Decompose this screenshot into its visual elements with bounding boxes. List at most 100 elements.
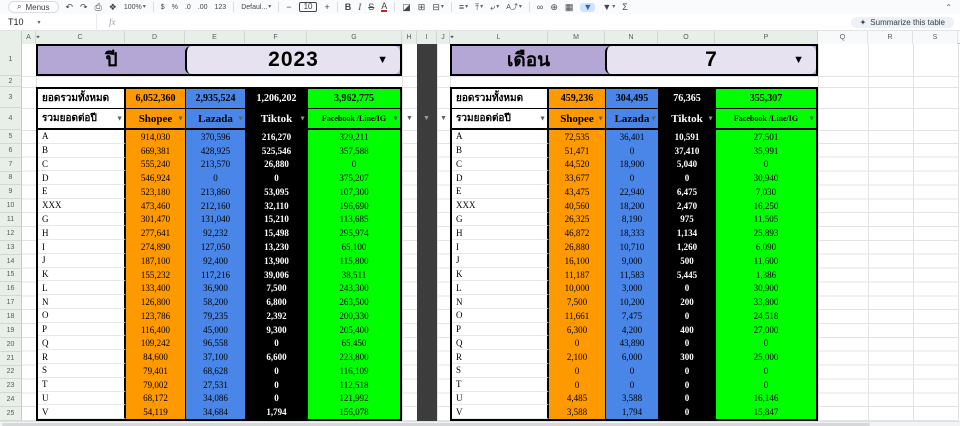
- row-label-cell[interactable]: A: [38, 130, 126, 144]
- row-label-cell[interactable]: R: [452, 350, 549, 365]
- value-cell[interactable]: 300: [659, 350, 716, 365]
- value-cell[interactable]: 33,677: [549, 171, 606, 186]
- filter-dropdown-icon[interactable]: ▼: [650, 115, 657, 122]
- value-cell[interactable]: 6,000: [606, 350, 659, 365]
- row-label-cell[interactable]: H: [38, 226, 126, 241]
- column-header-H[interactable]: H: [402, 31, 417, 44]
- value-cell[interactable]: 223,800: [308, 350, 400, 365]
- row-header-4[interactable]: 4: [0, 108, 22, 130]
- value-cell[interactable]: 555,240: [126, 157, 186, 172]
- value-cell[interactable]: 3,588: [606, 391, 659, 406]
- value-cell[interactable]: 116,109: [308, 364, 400, 378]
- value-cell[interactable]: 34,684: [186, 405, 246, 420]
- lazada-header-cell[interactable]: Lazada ▼: [186, 109, 246, 128]
- filter-label-cell[interactable]: รวมยอดต่อปี ▼: [452, 109, 549, 128]
- shopee-header-cell[interactable]: Shopee ▼: [549, 109, 606, 128]
- facebook-total-cell[interactable]: 355,307: [716, 89, 816, 108]
- column-header-M[interactable]: M: [548, 31, 605, 44]
- row-header-13[interactable]: 13: [0, 240, 22, 255]
- row-label-cell[interactable]: U: [452, 391, 549, 406]
- value-cell[interactable]: 213,860: [186, 185, 246, 199]
- value-cell[interactable]: 4,485: [549, 391, 606, 406]
- value-cell[interactable]: 0: [716, 364, 816, 378]
- value-cell[interactable]: 109,242: [126, 336, 186, 351]
- row-label-cell[interactable]: O: [452, 308, 549, 323]
- insert-comment-icon[interactable]: ⊕: [550, 2, 558, 12]
- value-cell[interactable]: 6,600: [246, 350, 308, 365]
- value-cell[interactable]: 68,628: [186, 364, 246, 378]
- value-cell[interactable]: 156,078: [308, 405, 400, 420]
- value-cell[interactable]: 375,207: [308, 171, 400, 186]
- scrollbar-thumb[interactable]: [2, 423, 870, 426]
- row-header-22[interactable]: 22: [0, 365, 22, 380]
- value-cell[interactable]: 133,400: [126, 281, 186, 296]
- value-cell[interactable]: 1,794: [246, 405, 308, 420]
- value-cell[interactable]: 216,270: [246, 130, 308, 144]
- value-cell[interactable]: 357,588: [308, 143, 400, 158]
- value-cell[interactable]: 7,030: [716, 185, 816, 199]
- value-cell[interactable]: 0: [246, 364, 308, 378]
- row-header-8[interactable]: 8: [0, 171, 22, 186]
- format-currency-icon[interactable]: $: [161, 4, 165, 11]
- value-cell[interactable]: 400: [659, 322, 716, 337]
- value-cell[interactable]: 43,890: [606, 336, 659, 351]
- value-cell[interactable]: 10,591: [659, 130, 716, 144]
- row-label-cell[interactable]: R: [38, 350, 126, 365]
- value-cell[interactable]: 7,500: [246, 281, 308, 296]
- filter-dropdown-icon[interactable]: ▼: [392, 115, 399, 122]
- value-cell[interactable]: 7,475: [606, 308, 659, 323]
- filter-dropdown-icon[interactable]: ▼: [808, 115, 815, 122]
- value-cell[interactable]: 9,000: [606, 253, 659, 268]
- value-cell[interactable]: 200,330: [308, 308, 400, 323]
- value-cell[interactable]: 126,800: [126, 295, 186, 309]
- value-cell[interactable]: 18,900: [606, 157, 659, 172]
- value-cell[interactable]: 36,900: [186, 281, 246, 296]
- row-label-cell[interactable]: P: [38, 322, 126, 337]
- name-box[interactable]: T10 ▾: [0, 14, 96, 30]
- row-label-cell[interactable]: N: [452, 295, 549, 309]
- text-wrap-icon[interactable]: ⤶ ▾: [490, 2, 499, 12]
- filter-dropdown-icon[interactable]: ▼: [177, 115, 184, 122]
- value-cell[interactable]: 79,235: [186, 308, 246, 323]
- vertical-align-icon[interactable]: ⤒ ▾: [475, 2, 483, 12]
- value-cell[interactable]: 6,800: [246, 295, 308, 309]
- column-header-S[interactable]: S: [913, 31, 958, 44]
- value-cell[interactable]: 200: [659, 295, 716, 309]
- row-header-24[interactable]: 24: [0, 393, 22, 408]
- value-cell[interactable]: 92,400: [186, 253, 246, 268]
- value-cell[interactable]: 187,100: [126, 253, 186, 268]
- value-cell[interactable]: 0: [659, 377, 716, 392]
- text-color-icon[interactable]: A: [381, 1, 388, 13]
- value-cell[interactable]: 6,090: [716, 240, 816, 254]
- value-cell[interactable]: 26,880: [246, 157, 308, 172]
- value-cell[interactable]: 546,924: [126, 171, 186, 186]
- row-label-cell[interactable]: P: [452, 322, 549, 337]
- column-header-G[interactable]: G: [307, 31, 402, 44]
- value-cell[interactable]: 33,800: [716, 295, 816, 309]
- row-label-cell[interactable]: G: [38, 212, 126, 227]
- value-cell[interactable]: 8,190: [606, 212, 659, 227]
- value-cell[interactable]: 4,200: [606, 322, 659, 337]
- column-header-P[interactable]: P: [715, 31, 818, 44]
- value-cell[interactable]: 27,531: [186, 377, 246, 392]
- value-cell[interactable]: 0: [659, 391, 716, 406]
- increase-decimal-icon[interactable]: .00: [198, 4, 208, 11]
- column-header-R[interactable]: R: [868, 31, 913, 44]
- row-label-cell[interactable]: E: [38, 185, 126, 199]
- value-cell[interactable]: 18,333: [606, 226, 659, 241]
- value-cell[interactable]: 1,260: [659, 240, 716, 254]
- value-cell[interactable]: 212,160: [186, 198, 246, 213]
- filter-dropdown-icon[interactable]: ▼: [423, 115, 430, 122]
- value-cell[interactable]: 7,500: [549, 295, 606, 309]
- value-cell[interactable]: 0: [659, 405, 716, 420]
- value-cell[interactable]: 525,546: [246, 143, 308, 158]
- value-cell[interactable]: 1,386: [716, 267, 816, 282]
- row-label-cell[interactable]: V: [38, 405, 126, 420]
- row-header-11[interactable]: 11: [0, 213, 22, 227]
- value-cell[interactable]: 79,401: [126, 364, 186, 378]
- value-cell[interactable]: 473,460: [126, 198, 186, 213]
- value-cell[interactable]: 25,000: [716, 350, 816, 365]
- functions-icon[interactable]: Σ: [622, 2, 628, 12]
- row-label-cell[interactable]: D: [452, 171, 549, 186]
- tiktok-total-cell[interactable]: 1,206,202: [246, 89, 308, 108]
